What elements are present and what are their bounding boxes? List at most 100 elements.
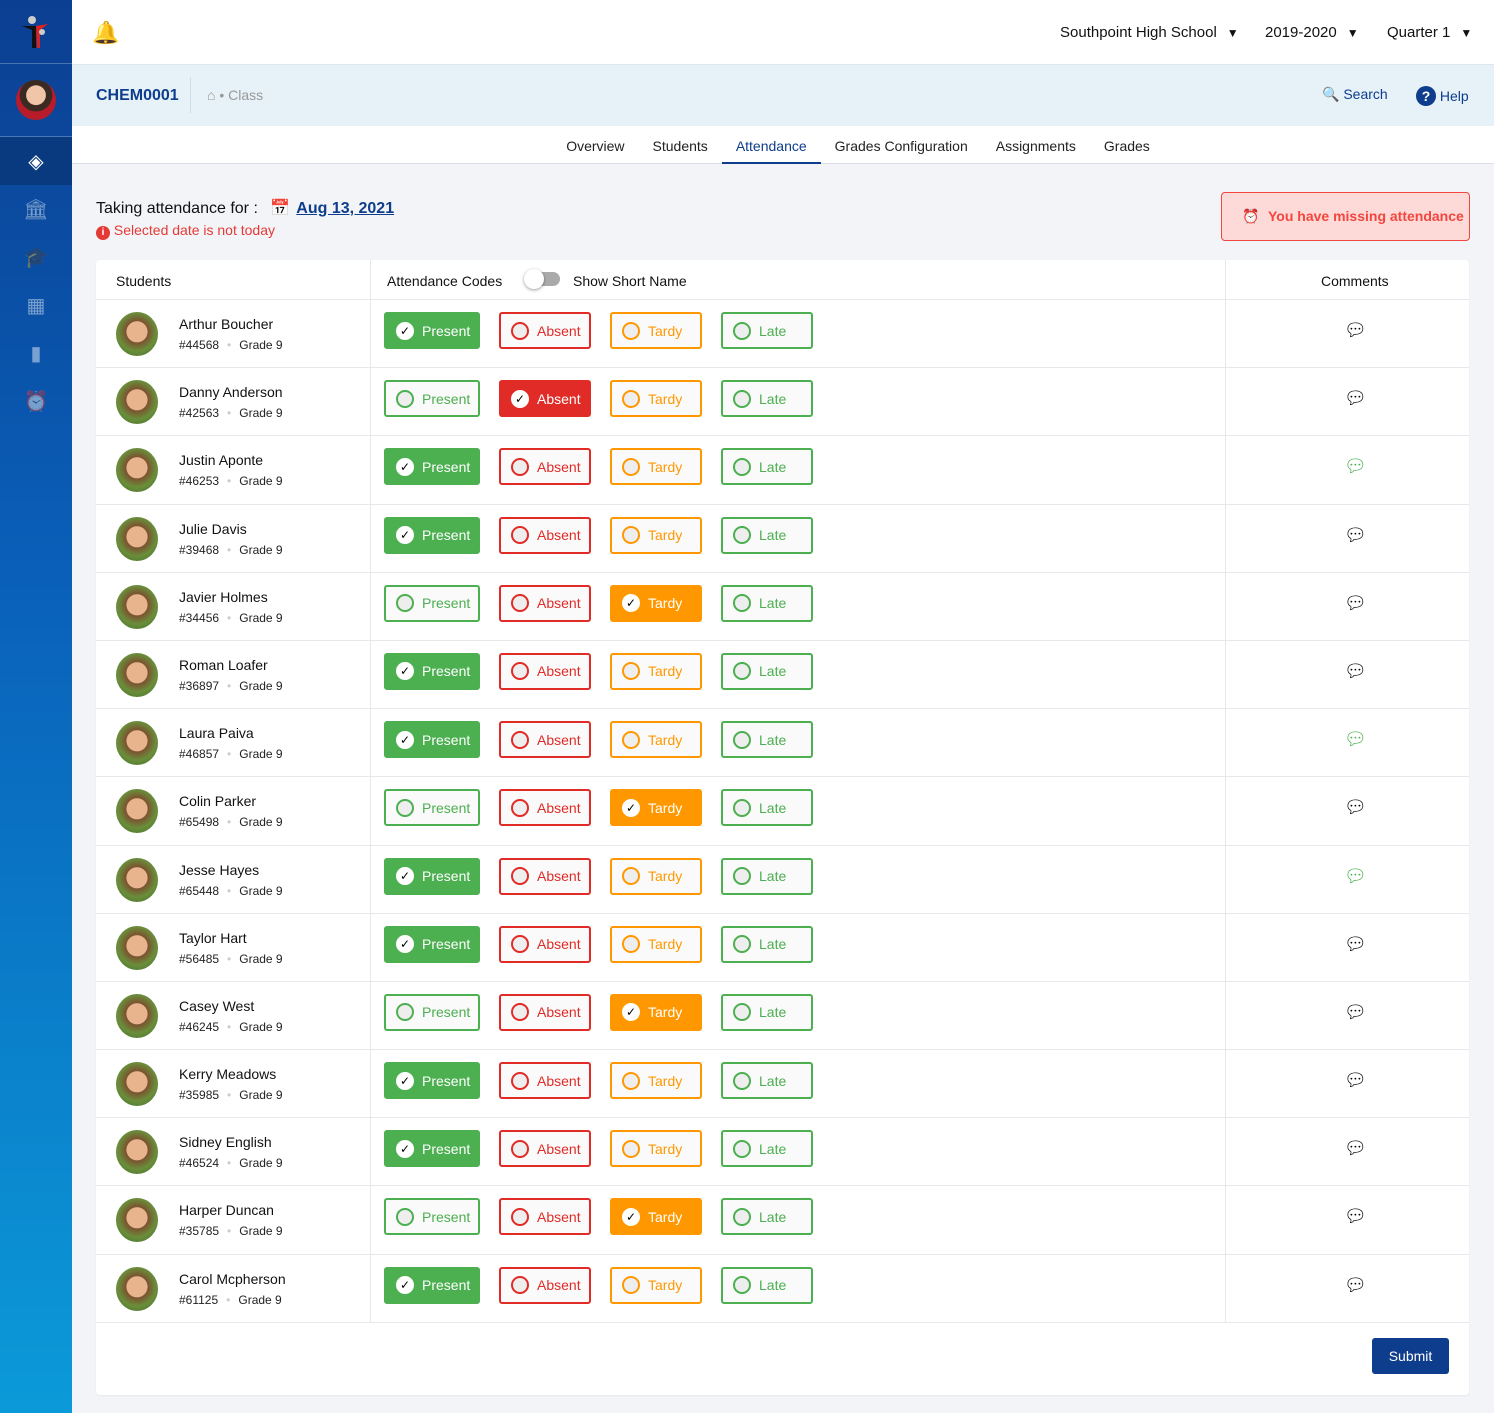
code-tardy-button[interactable]: ✓ Tardy [610,1198,702,1236]
code-late-button[interactable]: Late [721,1062,813,1100]
code-present-button[interactable]: Present [384,789,480,827]
code-absent-button[interactable]: Absent [499,448,591,486]
comment-icon[interactable]: 💬︎ [1344,865,1367,886]
code-present-button[interactable]: Present [384,1198,480,1236]
code-tardy-button[interactable]: Tardy [610,652,702,690]
code-present-button[interactable]: Present [384,380,480,418]
code-absent-button[interactable]: Absent [499,721,591,759]
code-absent-button[interactable]: Absent [499,1062,591,1100]
help-button[interactable]: ? Help [1416,86,1469,106]
comment-icon[interactable]: 💬︎ [1344,388,1367,409]
comment-icon[interactable]: 💬︎ [1344,524,1367,545]
code-present-button[interactable]: ✓ Present [384,312,480,349]
code-absent-button[interactable]: ✓ Absent [499,380,591,418]
comment-icon[interactable]: 💬︎ [1344,592,1367,613]
code-tardy-button[interactable]: Tardy [610,1062,702,1100]
code-tardy-button[interactable]: Tardy [610,1266,702,1304]
code-absent-button[interactable]: Absent [499,1266,591,1304]
code-late-button[interactable]: Late [721,857,813,895]
code-present-button[interactable]: ✓ Present [384,1266,480,1304]
student-name[interactable]: Casey West [179,997,255,1014]
submit-button[interactable]: Submit [1372,1338,1449,1374]
code-late-button[interactable]: Late [721,380,813,418]
code-tardy-button[interactable]: Tardy [610,857,702,895]
comment-icon[interactable]: 💬︎ [1344,1070,1367,1091]
tab-grades[interactable]: Grades [1103,138,1150,154]
student-name[interactable]: Julie Davis [179,520,247,537]
student-name[interactable]: Kerry Meadows [179,1066,277,1083]
home-icon[interactable]: ⌂ [207,87,216,103]
code-absent-button[interactable]: Absent [499,1198,591,1236]
code-present-button[interactable]: ✓ Present [384,448,480,486]
code-late-button[interactable]: Late [721,1198,813,1236]
code-present-button[interactable]: Present [384,584,480,622]
code-late-button[interactable]: Late [721,993,813,1031]
code-late-button[interactable]: Late [721,652,813,690]
code-absent-button[interactable]: Absent [499,993,591,1031]
year-select[interactable]: 2019-2020 ▼ [1265,24,1359,41]
code-absent-button[interactable]: Absent [499,584,591,622]
student-name[interactable]: Jesse Hayes [179,861,260,878]
student-name[interactable]: Sidney English [179,1134,272,1151]
tab-attendance[interactable]: Attendance [721,126,821,164]
code-tardy-button[interactable]: ✓ Tardy [610,789,702,827]
code-tardy-button[interactable]: Tardy [610,925,702,963]
term-select[interactable]: Quarter 1 ▼ [1387,24,1472,41]
breadcrumb-class[interactable]: Class [228,87,264,103]
tab-overview[interactable]: Overview [566,138,625,154]
comment-icon[interactable]: 💬︎ [1344,1274,1367,1295]
code-tardy-button[interactable]: Tardy [610,516,702,554]
bell-icon[interactable]: 🔔 [92,20,120,45]
graduation-cap-icon[interactable]: 🎓 [23,246,49,269]
code-present-button[interactable]: ✓ Present [384,857,480,895]
tab-assignments[interactable]: Assignments [995,138,1076,154]
student-name[interactable]: Laura Paiva [179,725,254,742]
user-avatar[interactable] [0,64,72,137]
code-present-button[interactable]: Present [384,993,480,1031]
code-late-button[interactable]: Late [721,789,813,827]
missing-attendance-alert[interactable]: ⏰ You have missing attendance [1221,192,1470,241]
code-late-button[interactable]: Late [721,584,813,622]
search-button[interactable]: 🔍 Search [1322,86,1388,103]
code-late-button[interactable]: Late [721,721,813,759]
student-name[interactable]: Colin Parker [179,793,257,810]
calendar-icon[interactable]: 📅 [270,200,291,217]
comment-icon[interactable]: 💬︎ [1344,1138,1367,1159]
code-present-button[interactable]: ✓ Present [384,1130,480,1168]
comment-icon[interactable]: 💬︎ [1344,660,1367,681]
school-select[interactable]: Southpoint High School ▼ [1060,24,1239,41]
comment-icon[interactable]: 💬︎ [1344,320,1367,340]
code-late-button[interactable]: Late [721,925,813,963]
code-present-button[interactable]: ✓ Present [384,652,480,690]
alarm-icon[interactable]: ⏰ [23,390,49,413]
calendar-icon[interactable]: ▦ [26,294,46,317]
bar-chart-icon[interactable]: ▮ [30,342,42,365]
comment-icon[interactable]: 💬︎ [1344,933,1367,954]
code-absent-button[interactable]: Absent [499,312,591,349]
code-absent-button[interactable]: Absent [499,789,591,827]
code-tardy-button[interactable]: Tardy [610,380,702,418]
code-late-button[interactable]: Late [721,448,813,486]
code-late-button[interactable]: Late [721,516,813,554]
code-late-button[interactable]: Late [721,1130,813,1168]
comment-icon[interactable]: 💬︎ [1344,456,1367,477]
student-name[interactable]: Justin Aponte [179,452,264,469]
student-name[interactable]: Javier Holmes [179,588,268,605]
code-tardy-button[interactable]: Tardy [610,312,702,349]
code-absent-button[interactable]: Absent [499,857,591,895]
student-name[interactable]: Harper Duncan [179,1202,274,1219]
code-present-button[interactable]: ✓ Present [384,721,480,759]
tab-students[interactable]: Students [652,138,708,154]
code-present-button[interactable]: ✓ Present [384,1062,480,1100]
short-name-toggle[interactable] [524,269,560,289]
date-picker-link[interactable]: Aug 13, 2021 [296,200,395,217]
comment-icon[interactable]: 💬︎ [1344,797,1367,818]
code-tardy-button[interactable]: Tardy [610,448,702,486]
code-absent-button[interactable]: Absent [499,1130,591,1168]
code-absent-button[interactable]: Absent [499,652,591,690]
student-name[interactable]: Roman Loafer [179,656,268,673]
student-name[interactable]: Carol Mcpherson [179,1270,286,1287]
comment-icon[interactable]: 💬︎ [1344,1206,1367,1227]
code-absent-button[interactable]: Absent [499,925,591,963]
student-name[interactable]: Taylor Hart [179,929,247,946]
